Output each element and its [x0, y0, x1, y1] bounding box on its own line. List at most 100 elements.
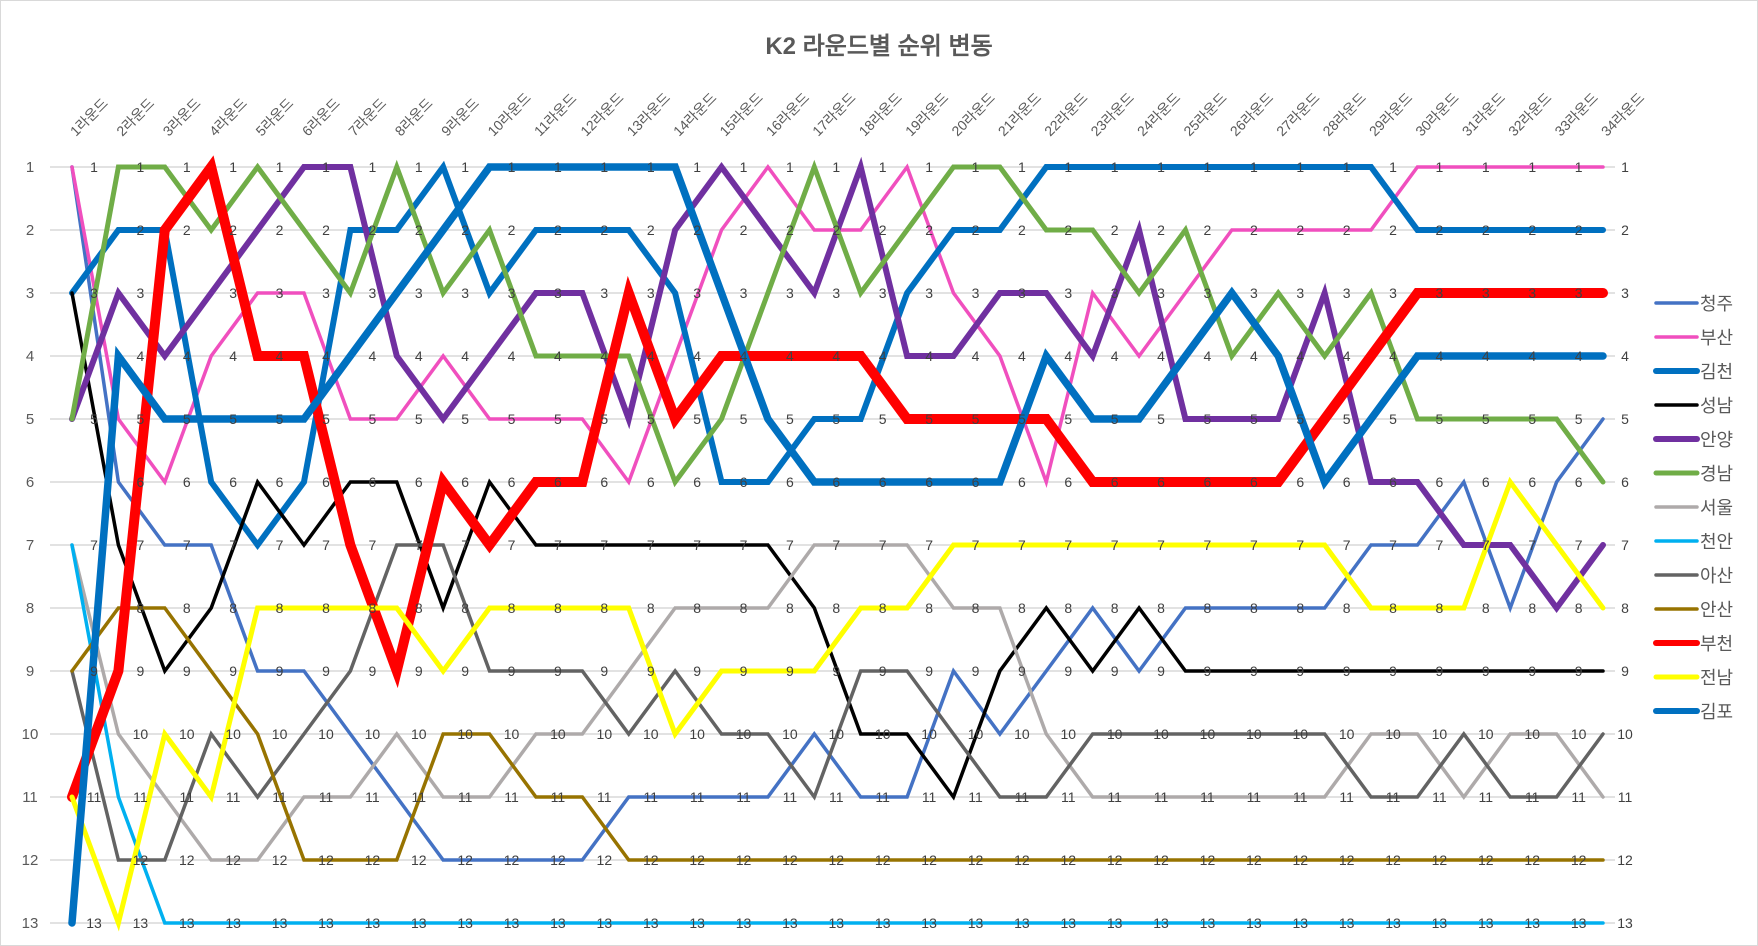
data-label: 10: [1246, 726, 1262, 742]
data-label: 5: [972, 411, 980, 427]
data-label: 8: [693, 600, 701, 616]
data-label: 7: [925, 537, 933, 553]
x-tick-label: 10라운드: [484, 89, 534, 139]
data-label: 11: [1154, 789, 1169, 805]
data-label: 4: [1250, 348, 1258, 364]
data-label: 10: [179, 726, 195, 742]
data-label: 2: [508, 222, 516, 238]
data-label: 12: [1014, 852, 1030, 868]
data-label: 2: [1157, 222, 1165, 238]
data-label: 12: [411, 852, 427, 868]
data-label: 11: [922, 789, 937, 805]
data-label: 2: [322, 222, 330, 238]
data-label: 2: [368, 222, 376, 238]
data-label: 12: [643, 852, 659, 868]
data-label: 9: [1204, 663, 1212, 679]
legend-label: 서울: [1700, 498, 1733, 518]
data-label: 1: [508, 159, 516, 175]
data-label: 6: [368, 474, 376, 490]
y-tick-label: 4: [26, 348, 34, 365]
data-label: 13: [643, 915, 659, 931]
series-line: [69, 159, 1606, 488]
data-label: 10: [1524, 726, 1540, 742]
data-label: 9: [972, 663, 980, 679]
data-label: 8: [1296, 600, 1304, 616]
data-label: 8: [368, 600, 376, 616]
x-tick-label: 17라운드: [809, 89, 859, 139]
data-label: 4: [740, 348, 748, 364]
data-label: 11: [272, 789, 287, 805]
data-label: 5: [1621, 411, 1629, 427]
data-label: 4: [461, 348, 469, 364]
data-label: 10: [643, 726, 659, 742]
data-label: 13: [1571, 915, 1587, 931]
data-label: 13: [550, 915, 566, 931]
data-label: 2: [276, 222, 284, 238]
data-label: 10: [133, 726, 149, 742]
data-label: 3: [786, 285, 794, 301]
data-label: 3: [1204, 285, 1212, 301]
data-label: 10: [1200, 726, 1216, 742]
x-tick-label: 3라운드: [160, 95, 204, 139]
data-label: 7: [600, 537, 608, 553]
data-label: 2: [136, 222, 144, 238]
data-label: 9: [322, 663, 330, 679]
data-label: 6: [647, 474, 655, 490]
series-line: [70, 291, 1605, 801]
data-label: 5: [415, 411, 423, 427]
data-label: 12: [225, 852, 241, 868]
data-label: 1: [832, 159, 840, 175]
data-label: 4: [1389, 348, 1397, 364]
data-label: 7: [832, 537, 840, 553]
data-label: 3: [554, 285, 562, 301]
data-label: 7: [368, 537, 376, 553]
data-label: 8: [183, 600, 191, 616]
legend-label: 천안: [1700, 532, 1733, 552]
data-label: 5: [1204, 411, 1212, 427]
data-label: 11: [133, 789, 148, 805]
data-label: 4: [1018, 348, 1026, 364]
data-label: 9: [925, 663, 933, 679]
data-label: 11: [411, 789, 426, 805]
data-label: 1: [1389, 159, 1397, 175]
data-label: 10: [1014, 726, 1030, 742]
data-label: 2: [786, 222, 794, 238]
data-label: 6: [1389, 474, 1397, 490]
data-label: 12: [829, 852, 845, 868]
data-label: 10: [736, 726, 752, 742]
data-label: 1: [972, 159, 980, 175]
y-tick-label: 7: [26, 537, 34, 554]
data-label: 12: [318, 852, 334, 868]
data-label: 3: [508, 285, 516, 301]
data-label: 9: [90, 663, 98, 679]
data-label: 5: [1296, 411, 1304, 427]
data-label: 3: [832, 285, 840, 301]
data-label: 5: [832, 411, 840, 427]
data-label: 7: [1575, 537, 1583, 553]
data-label: 2: [1482, 222, 1490, 238]
data-label: 4: [693, 348, 701, 364]
data-label: 4: [136, 348, 144, 364]
data-label: 3: [415, 285, 423, 301]
data-label: 13: [1060, 915, 1076, 931]
series-line: [70, 543, 1605, 862]
data-label: 13: [411, 915, 427, 931]
data-label: 6: [925, 474, 933, 490]
data-label: 11: [1200, 789, 1215, 805]
data-label: 5: [1436, 411, 1444, 427]
data-label: 5: [90, 411, 98, 427]
data-label: 13: [365, 915, 381, 931]
data-label: 3: [1111, 285, 1119, 301]
data-label: 11: [875, 789, 890, 805]
x-tick-label: 15라운드: [716, 89, 766, 139]
data-label: 9: [1064, 663, 1072, 679]
data-label: 11: [226, 789, 241, 805]
data-label: 5: [508, 411, 516, 427]
data-label: 1: [1018, 159, 1026, 175]
legend-label: 안산: [1700, 600, 1733, 620]
series-line: [70, 543, 1605, 925]
data-label: 13: [1478, 915, 1494, 931]
data-label: 4: [508, 348, 516, 364]
data-label: 13: [133, 915, 149, 931]
data-label: 2: [647, 222, 655, 238]
